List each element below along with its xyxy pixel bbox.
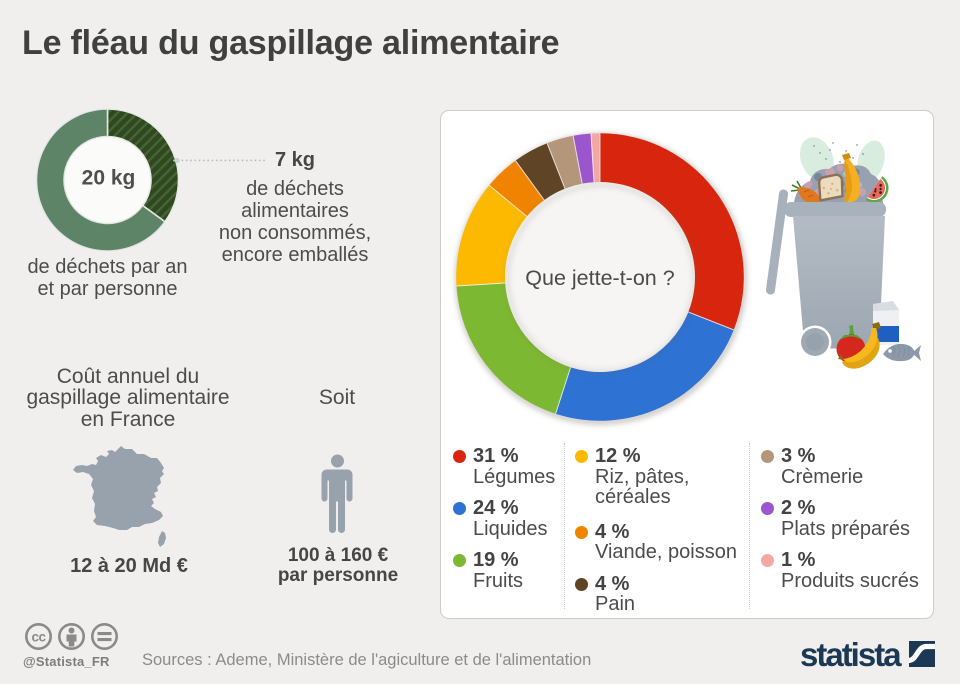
svg-text:20 kg: 20 kg bbox=[82, 167, 136, 190]
svg-text:cc: cc bbox=[31, 630, 46, 645]
